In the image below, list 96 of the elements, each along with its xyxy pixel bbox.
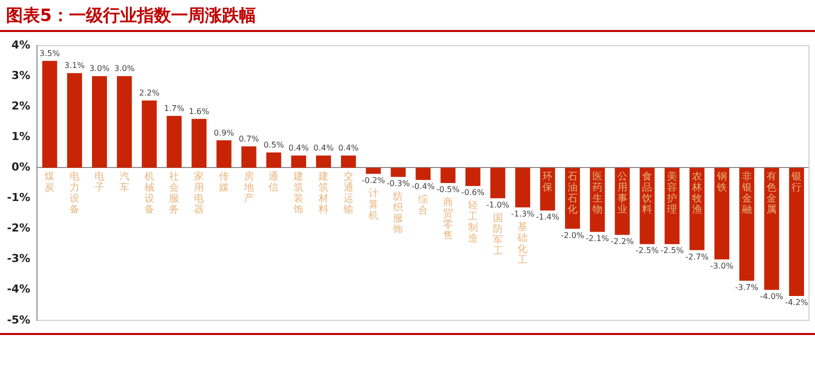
data-label: 3.0% <box>89 64 110 74</box>
data-label: -0.2% <box>362 176 386 185</box>
y-tick-label: 2% <box>12 100 30 113</box>
data-label: 3.1% <box>64 61 86 70</box>
x-tick-label: 社会服务 <box>169 170 180 216</box>
data-label: -2.5% <box>660 246 684 256</box>
data-label: -0.6% <box>461 188 485 198</box>
x-tick-label: 非银金融 <box>740 170 752 216</box>
x-tick-label: 商贸零售 <box>443 196 454 242</box>
bar <box>266 152 282 168</box>
bar <box>366 168 381 174</box>
data-label: 0.4% <box>338 144 359 153</box>
bar <box>340 156 356 168</box>
data-label: -1.4% <box>536 212 560 222</box>
y-tick-label: -3% <box>6 252 30 266</box>
data-label: -4.2% <box>784 298 809 308</box>
data-label: -2.2% <box>610 236 634 246</box>
x-tick-label: 银行 <box>790 171 802 194</box>
data-label: -0.4% <box>412 182 436 192</box>
bar <box>390 168 406 177</box>
data-label: -2.1% <box>586 234 610 243</box>
x-tick-label: 钢铁 <box>716 171 727 194</box>
bar <box>92 76 107 168</box>
data-label: 0.7% <box>238 134 260 144</box>
bar <box>142 100 157 168</box>
x-tick-label: 石油石化 <box>567 171 578 216</box>
bar <box>490 168 506 198</box>
y-tick-label: -4% <box>6 282 30 296</box>
y-tick-label: -1% <box>6 191 30 204</box>
bar <box>515 168 530 208</box>
bar <box>241 146 256 168</box>
data-label: -2.5% <box>636 246 660 256</box>
bar <box>166 116 182 168</box>
y-tick-label: 3% <box>12 68 30 82</box>
x-tick-label: 交通运输 <box>343 170 354 216</box>
x-tick-label: 房地产 <box>242 170 254 204</box>
x-tick-label: 综合 <box>418 194 428 217</box>
data-label: -4.0% <box>760 292 784 301</box>
bar <box>714 168 730 260</box>
x-tick-label: 轻工制造 <box>468 200 478 245</box>
chart-title: 图表5：一级行业指数一周涨跌幅 <box>6 5 256 27</box>
data-label: -3.7% <box>735 282 759 292</box>
data-label: 3.5% <box>40 48 60 58</box>
x-tick-label: 基础化工 <box>516 221 528 266</box>
y-tick-label: -2% <box>6 222 30 235</box>
data-label: 0.4% <box>288 144 310 153</box>
data-label: 1.7% <box>164 104 185 113</box>
data-label: 3.0% <box>114 64 135 74</box>
x-tick-label: 汽车 <box>119 170 130 194</box>
bar <box>192 118 207 168</box>
data-label: -1.3% <box>511 210 535 219</box>
bar <box>116 76 132 168</box>
x-tick-label: 煤炭 <box>44 170 55 194</box>
x-tick-label: 纺织服饰 <box>392 190 404 236</box>
y-tick-label: 0% <box>12 160 30 174</box>
data-label: -0.3% <box>386 178 410 188</box>
bar <box>764 168 780 290</box>
x-tick-label: 美容护理 <box>666 170 678 216</box>
bar <box>291 156 306 168</box>
bar <box>465 168 480 186</box>
bar <box>440 168 456 183</box>
data-label: 0.5% <box>264 140 284 150</box>
data-label: 0.4% <box>313 144 334 153</box>
x-tick-label: 建筑装饰 <box>292 170 304 216</box>
x-tick-label: 国防军工 <box>492 212 503 257</box>
x-tick-label: 计算机 <box>368 187 378 222</box>
y-tick-label: 4% <box>12 38 30 52</box>
data-label: 2.2% <box>139 88 160 98</box>
data-label: -0.5% <box>436 185 460 194</box>
bar <box>216 140 232 168</box>
x-tick-label: 电力设备 <box>70 170 80 216</box>
x-tick-label: 电子 <box>94 170 104 194</box>
bar <box>42 60 58 168</box>
bar <box>67 73 82 168</box>
x-tick-label: 食品饮料 <box>641 170 652 216</box>
bar <box>316 156 332 168</box>
data-label: 0.9% <box>214 128 235 138</box>
data-label: -3.0% <box>710 261 734 270</box>
x-tick-label: 通信 <box>268 170 279 194</box>
bar <box>789 168 804 296</box>
x-tick-label: 机械设备 <box>144 170 154 216</box>
y-tick-label: -5% <box>6 313 30 326</box>
x-tick-label: 传媒 <box>218 171 229 194</box>
x-tick-label: 有色金属 <box>766 170 777 216</box>
x-tick-label: 农林牧渔 <box>690 171 702 216</box>
x-tick-label: 环保 <box>542 171 553 194</box>
data-label: -2.7% <box>685 252 709 262</box>
data-label: 1.6% <box>188 106 210 116</box>
data-label: -1.0% <box>486 200 510 210</box>
data-label: -2.0% <box>560 230 584 240</box>
x-tick-label: 家用电器 <box>194 170 204 216</box>
x-tick-label: 公用事业 <box>617 170 628 216</box>
x-tick-label: 医药生物 <box>592 171 602 216</box>
bar <box>416 168 431 180</box>
x-tick-label: 建筑材料 <box>318 170 329 216</box>
y-tick-label: 1% <box>12 130 30 144</box>
